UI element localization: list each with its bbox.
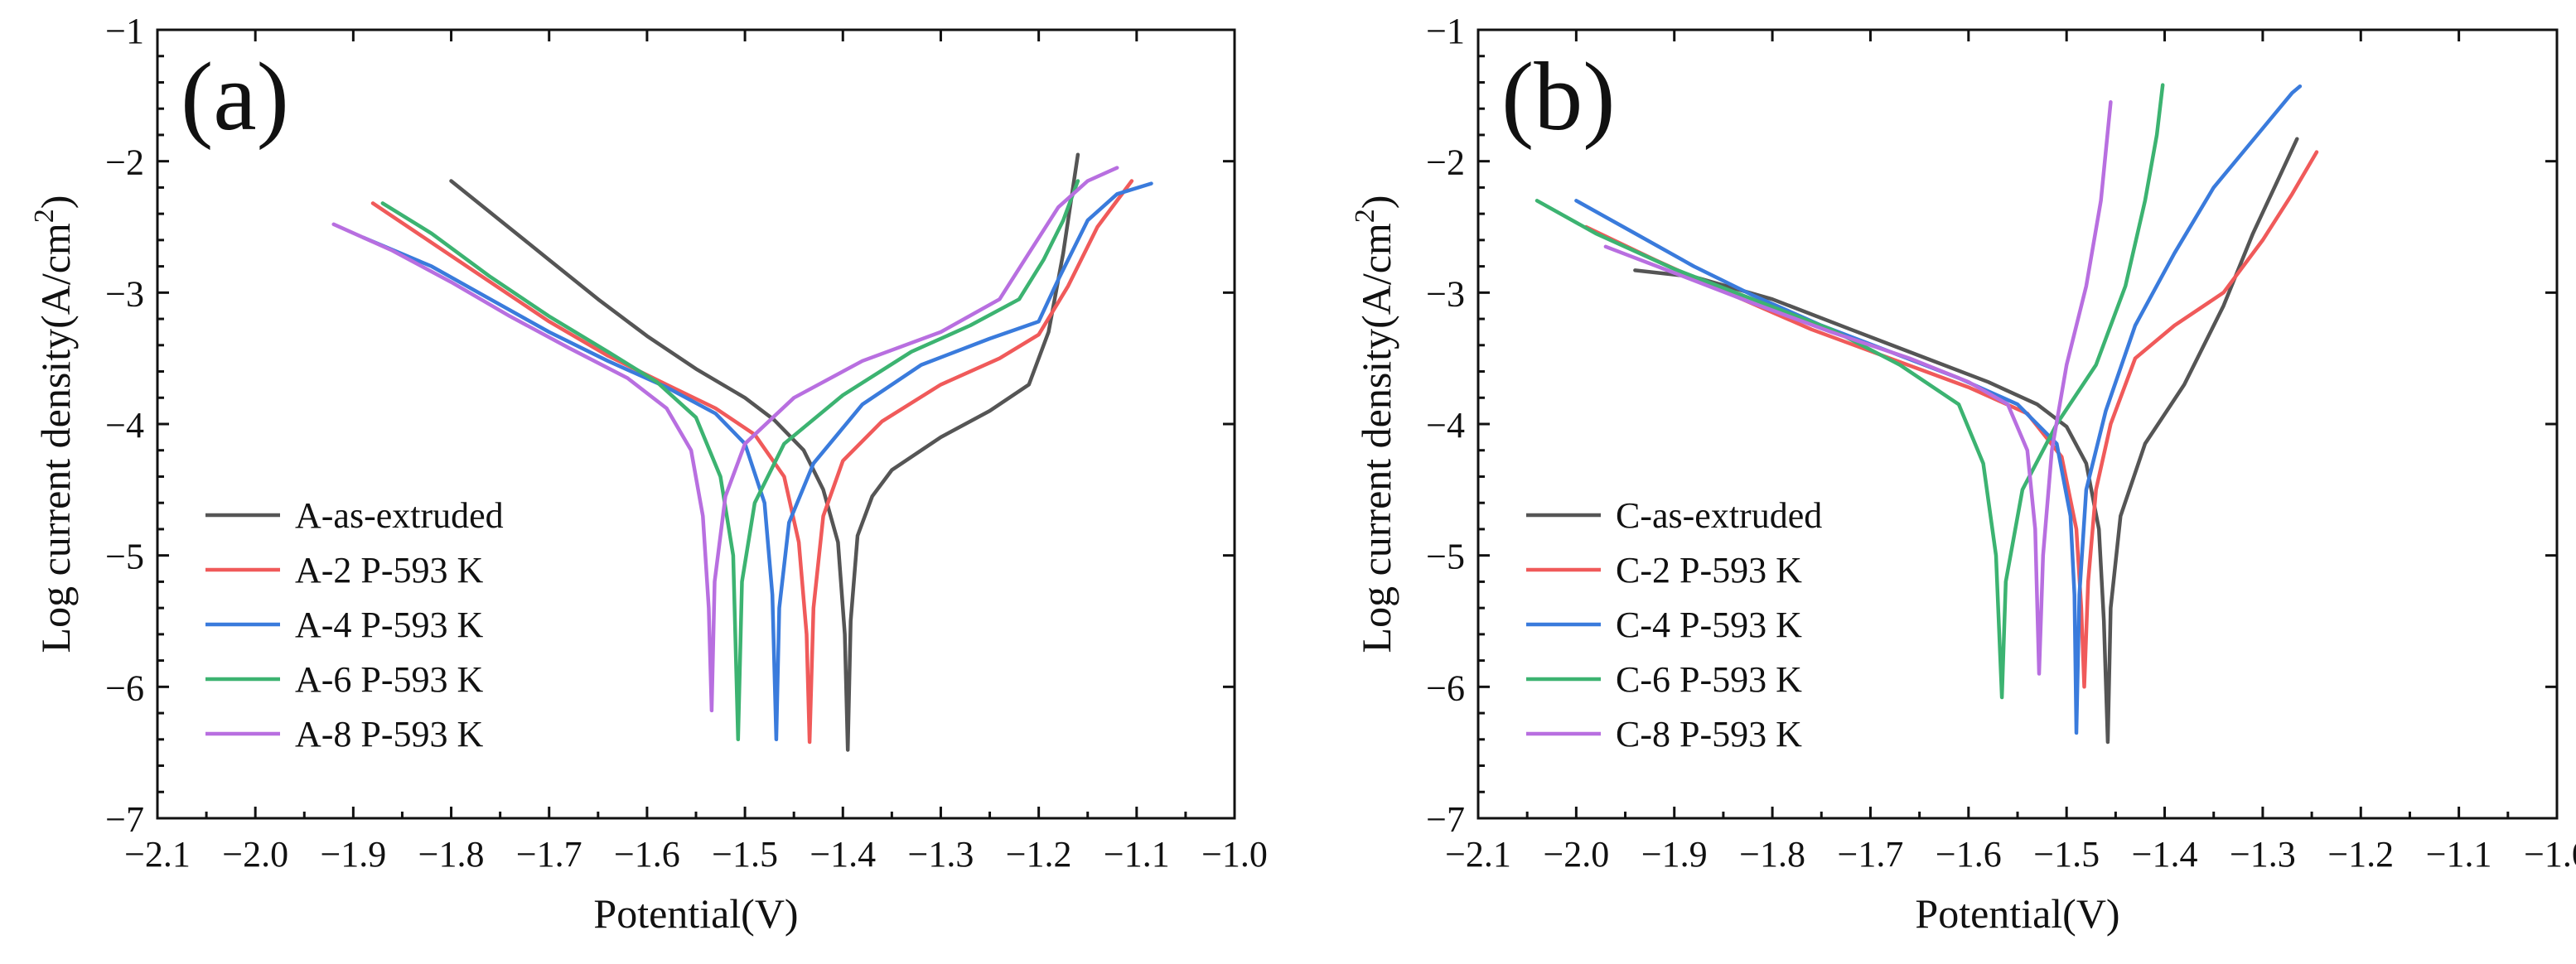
- y-axis-title-superscript: 2: [29, 209, 60, 223]
- y-tick-label: −7: [1426, 799, 1465, 840]
- panel-a: −2.1 −2.0 −1.9 −1.8 −1.7 −1.6 −1.5 −1.4 −1.3 −1.2…: [29, 11, 1268, 937]
- x-axis-title: Potential(V): [1915, 890, 2119, 937]
- panel-b: −2.1 −2.0 −1.9 −1.8 −1.7 −1.6 −1.5 −1.4 −1.3 −1.2…: [1350, 11, 2576, 937]
- x-tick-label: −1.6: [1936, 834, 2002, 875]
- y-tick-label: −4: [105, 405, 144, 446]
- series-line-3: [380, 179, 1080, 742]
- y-tick-label: −5: [1426, 537, 1465, 577]
- series-line-3: [1534, 83, 2165, 700]
- x-tick-label: −1.0: [2524, 834, 2576, 875]
- legend-label: C-6 P-593 K: [1616, 659, 1802, 700]
- y-tick-label: −2: [105, 142, 144, 183]
- series-line-1: [370, 179, 1134, 745]
- x-tick-label: −1.7: [1838, 834, 1904, 875]
- y-tick-label: −4: [1426, 405, 1465, 446]
- legend-label: A-2 P-593 K: [295, 550, 484, 590]
- x-tick-label: −1.9: [1641, 834, 1708, 875]
- legend-label: C-4 P-593 K: [1616, 605, 1802, 645]
- x-tick-label: −1.1: [1104, 834, 1170, 875]
- y-tick-label: −5: [105, 537, 144, 577]
- x-tick-label: −1.6: [614, 834, 680, 875]
- x-tick-label: −2.1: [1445, 834, 1511, 875]
- y-tick-label: −1: [105, 11, 144, 51]
- y-tick-label: −3: [105, 273, 144, 314]
- y-axis-title-superscript: 2: [1350, 209, 1380, 223]
- series-line-2: [360, 181, 1153, 742]
- legend: C-as-extruded C-2 P-593 K C-4 P-593 K C-6 P…: [1526, 495, 1822, 754]
- legend-label: C-as-extruded: [1616, 495, 1822, 536]
- x-tick-label: −2.1: [124, 834, 191, 875]
- x-tick-label: −1.4: [2132, 834, 2198, 875]
- legend-label: A-as-extruded: [295, 495, 504, 536]
- series-line-4: [331, 166, 1119, 713]
- series-line-1: [1583, 150, 2319, 689]
- x-tick-label: −1.5: [2033, 834, 2100, 875]
- panel-label: (b): [1501, 42, 1616, 151]
- y-axis-title: Log current density(A/cm2): [29, 195, 79, 653]
- y-axis-title-tail: ): [1353, 195, 1399, 210]
- x-tick-label: −1.8: [418, 834, 485, 875]
- x-tick-label: −1.9: [320, 834, 386, 875]
- y-tick-label: −6: [1426, 668, 1465, 708]
- y-axis-title: Log current density(A/cm2): [1350, 195, 1399, 653]
- y-tick-label: −2: [1426, 142, 1465, 183]
- y-axis-title-tail: ): [32, 195, 79, 210]
- x-tick-label: −2.0: [1543, 834, 1609, 875]
- series-line-0: [449, 152, 1080, 752]
- x-axis-title: Potential(V): [593, 890, 798, 937]
- y-tick-label: −7: [105, 799, 144, 840]
- y-tick-label: −3: [1426, 273, 1465, 314]
- panel-label: (a): [181, 42, 289, 151]
- x-tick-label: −1.5: [712, 834, 778, 875]
- series-line-0: [1633, 137, 2299, 745]
- x-tick-label: −1.2: [1006, 834, 1072, 875]
- x-tick-label: −1.7: [516, 834, 582, 875]
- x-tick-label: −1.8: [1739, 834, 1805, 875]
- legend-label: A-6 P-593 K: [295, 659, 484, 700]
- x-tick-label: −1.3: [908, 834, 974, 875]
- x-tick-label: −1.2: [2327, 834, 2394, 875]
- x-tick-label: −1.1: [2426, 834, 2492, 875]
- x-tick-label: −2.0: [222, 834, 288, 875]
- legend-label: A-4 P-593 K: [295, 605, 484, 645]
- legend: A-as-extruded A-2 P-593 K A-4 P-593 K A-6 P…: [205, 495, 504, 754]
- series-line-2: [1574, 84, 2303, 735]
- y-axis-title-base: Log current density(A/cm: [32, 223, 79, 653]
- y-tick-label: −6: [105, 668, 144, 708]
- y-tick-label: −1: [1426, 11, 1465, 51]
- x-tick-label: −1.3: [2230, 834, 2296, 875]
- y-axis-title-base: Log current density(A/cm: [1353, 223, 1399, 653]
- x-tick-label: −1.0: [1201, 834, 1268, 875]
- legend-label: C-2 P-593 K: [1616, 550, 1802, 590]
- series-line-4: [1603, 100, 2113, 676]
- x-tick-label: −1.4: [810, 834, 876, 875]
- legend-label: A-8 P-593 K: [295, 714, 484, 754]
- legend-label: C-8 P-593 K: [1616, 714, 1802, 754]
